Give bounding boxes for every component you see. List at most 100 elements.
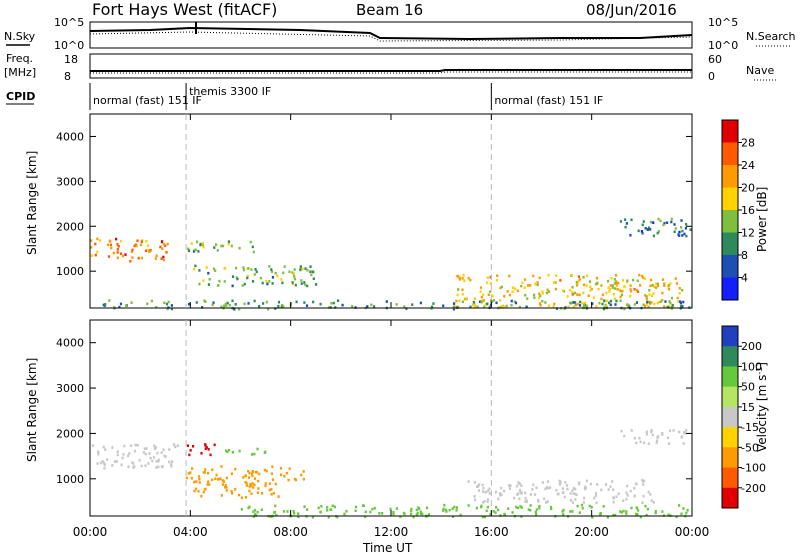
heatmap-cell <box>575 280 578 284</box>
heatmap-cell <box>211 303 214 307</box>
heatmap-cell <box>271 282 274 285</box>
heatmap-cell <box>230 472 234 476</box>
heatmap-cell <box>622 509 625 513</box>
heatmap-cell <box>200 494 203 498</box>
heatmap-cell <box>326 506 329 509</box>
heatmap-cell <box>637 229 640 233</box>
heatmap-cell <box>116 450 119 454</box>
colorbar-tick-label: 24 <box>741 159 755 172</box>
heatmap-cell <box>103 461 106 465</box>
heatmap-cell <box>569 499 573 502</box>
heatmap-cell <box>582 291 585 295</box>
heatmap-cell <box>678 287 681 290</box>
heatmap-cell <box>619 299 622 302</box>
heatmap-cell <box>227 242 230 246</box>
heatmap-cell <box>162 242 166 246</box>
heatmap-cell <box>96 237 99 241</box>
heatmap-cell <box>611 286 614 290</box>
heatmap-cell <box>442 304 445 308</box>
heatmap-cell <box>630 429 633 432</box>
heatmap-cell <box>616 287 619 291</box>
heatmap-cell <box>293 275 296 278</box>
heatmap-cell <box>194 264 197 268</box>
heatmap-cell <box>646 507 649 511</box>
heatmap-cell <box>654 509 657 513</box>
heatmap-cell <box>596 483 599 486</box>
heatmap-cell <box>620 429 623 433</box>
cpid-change-markers <box>185 114 492 516</box>
heatmap-cell <box>253 273 256 276</box>
ytick-label: 2000 <box>56 220 84 233</box>
heatmap-cell <box>162 255 165 259</box>
heatmap-cell <box>599 511 602 515</box>
heatmap-cell <box>485 509 488 513</box>
heatmap-cell <box>594 491 598 495</box>
heatmap-cell <box>378 512 381 515</box>
heatmap-cell <box>581 301 584 305</box>
heatmap-cell <box>249 240 252 244</box>
heatmap-cell <box>456 293 459 297</box>
heatmap-cell <box>657 230 660 233</box>
heatmap-cell <box>679 301 683 305</box>
heatmap-cell <box>314 283 318 286</box>
heatmap-cell <box>533 296 536 300</box>
heatmap-cell <box>252 486 255 489</box>
heatmap-cell <box>503 512 506 516</box>
heatmap-cell <box>492 509 495 513</box>
heatmap-cell <box>385 300 388 303</box>
heatmap-cell <box>160 257 163 261</box>
heatmap-cell <box>247 469 250 473</box>
heatmap-cell <box>548 486 552 489</box>
heatmap-cell <box>193 480 196 484</box>
heatmap-cell <box>475 485 479 488</box>
heatmap-cell <box>650 294 654 298</box>
colorbar-swatch <box>722 487 738 509</box>
heatmap-cell <box>248 489 251 493</box>
heatmap-cell <box>649 284 652 288</box>
heatmap-cell <box>112 251 115 255</box>
heatmap-cell <box>678 504 681 507</box>
heatmap-cell <box>242 266 245 269</box>
heatmap-cell <box>302 477 305 481</box>
heatmap-cell <box>553 302 556 306</box>
heatmap-cell <box>103 463 106 467</box>
heatmap-cell <box>490 300 493 303</box>
heatmap-cell <box>202 490 205 494</box>
heatmap-cell <box>524 293 527 297</box>
heatmap-cell <box>529 508 532 512</box>
heatmap-cell <box>620 293 624 297</box>
heatmap-cell <box>623 434 626 438</box>
heatmap-cell <box>133 449 137 453</box>
heatmap-cell <box>593 496 596 500</box>
heatmap-cell <box>569 510 572 513</box>
time-axis: 00:00 04:00 08:00 12:00 16:00 20:00 00:00 <box>73 114 709 539</box>
heatmap-cell <box>411 303 414 306</box>
heatmap-cell <box>532 293 536 297</box>
heatmap-cell <box>214 269 217 272</box>
heatmap-cell <box>271 465 274 469</box>
heatmap-cell <box>220 305 223 309</box>
heatmap-cell <box>524 491 527 495</box>
heatmap-cell <box>248 485 251 488</box>
heatmap-cell <box>656 284 660 288</box>
heatmap-cell <box>272 491 275 495</box>
heatmap-cell <box>234 467 237 471</box>
heatmap-cell <box>472 300 475 304</box>
heatmap-cell <box>663 221 666 225</box>
heatmap-cell <box>612 488 615 492</box>
heatmap-cell <box>624 218 627 221</box>
heatmap-cell <box>541 292 544 295</box>
ytick-label: 4000 <box>56 337 84 350</box>
heatmap-cell <box>496 274 499 278</box>
heatmap-cell <box>678 234 681 237</box>
heatmap-cell <box>257 487 260 490</box>
heatmap-cell <box>562 491 565 494</box>
heatmap-cell <box>202 245 205 249</box>
heatmap-cell <box>558 482 562 486</box>
heatmap-cell <box>227 240 231 243</box>
heatmap-cell <box>535 513 538 516</box>
heatmap-cell <box>455 299 458 303</box>
heatmap-cell <box>651 284 654 287</box>
colorbar-tick-label: -200 <box>741 482 766 495</box>
heatmap-cell <box>410 507 413 511</box>
